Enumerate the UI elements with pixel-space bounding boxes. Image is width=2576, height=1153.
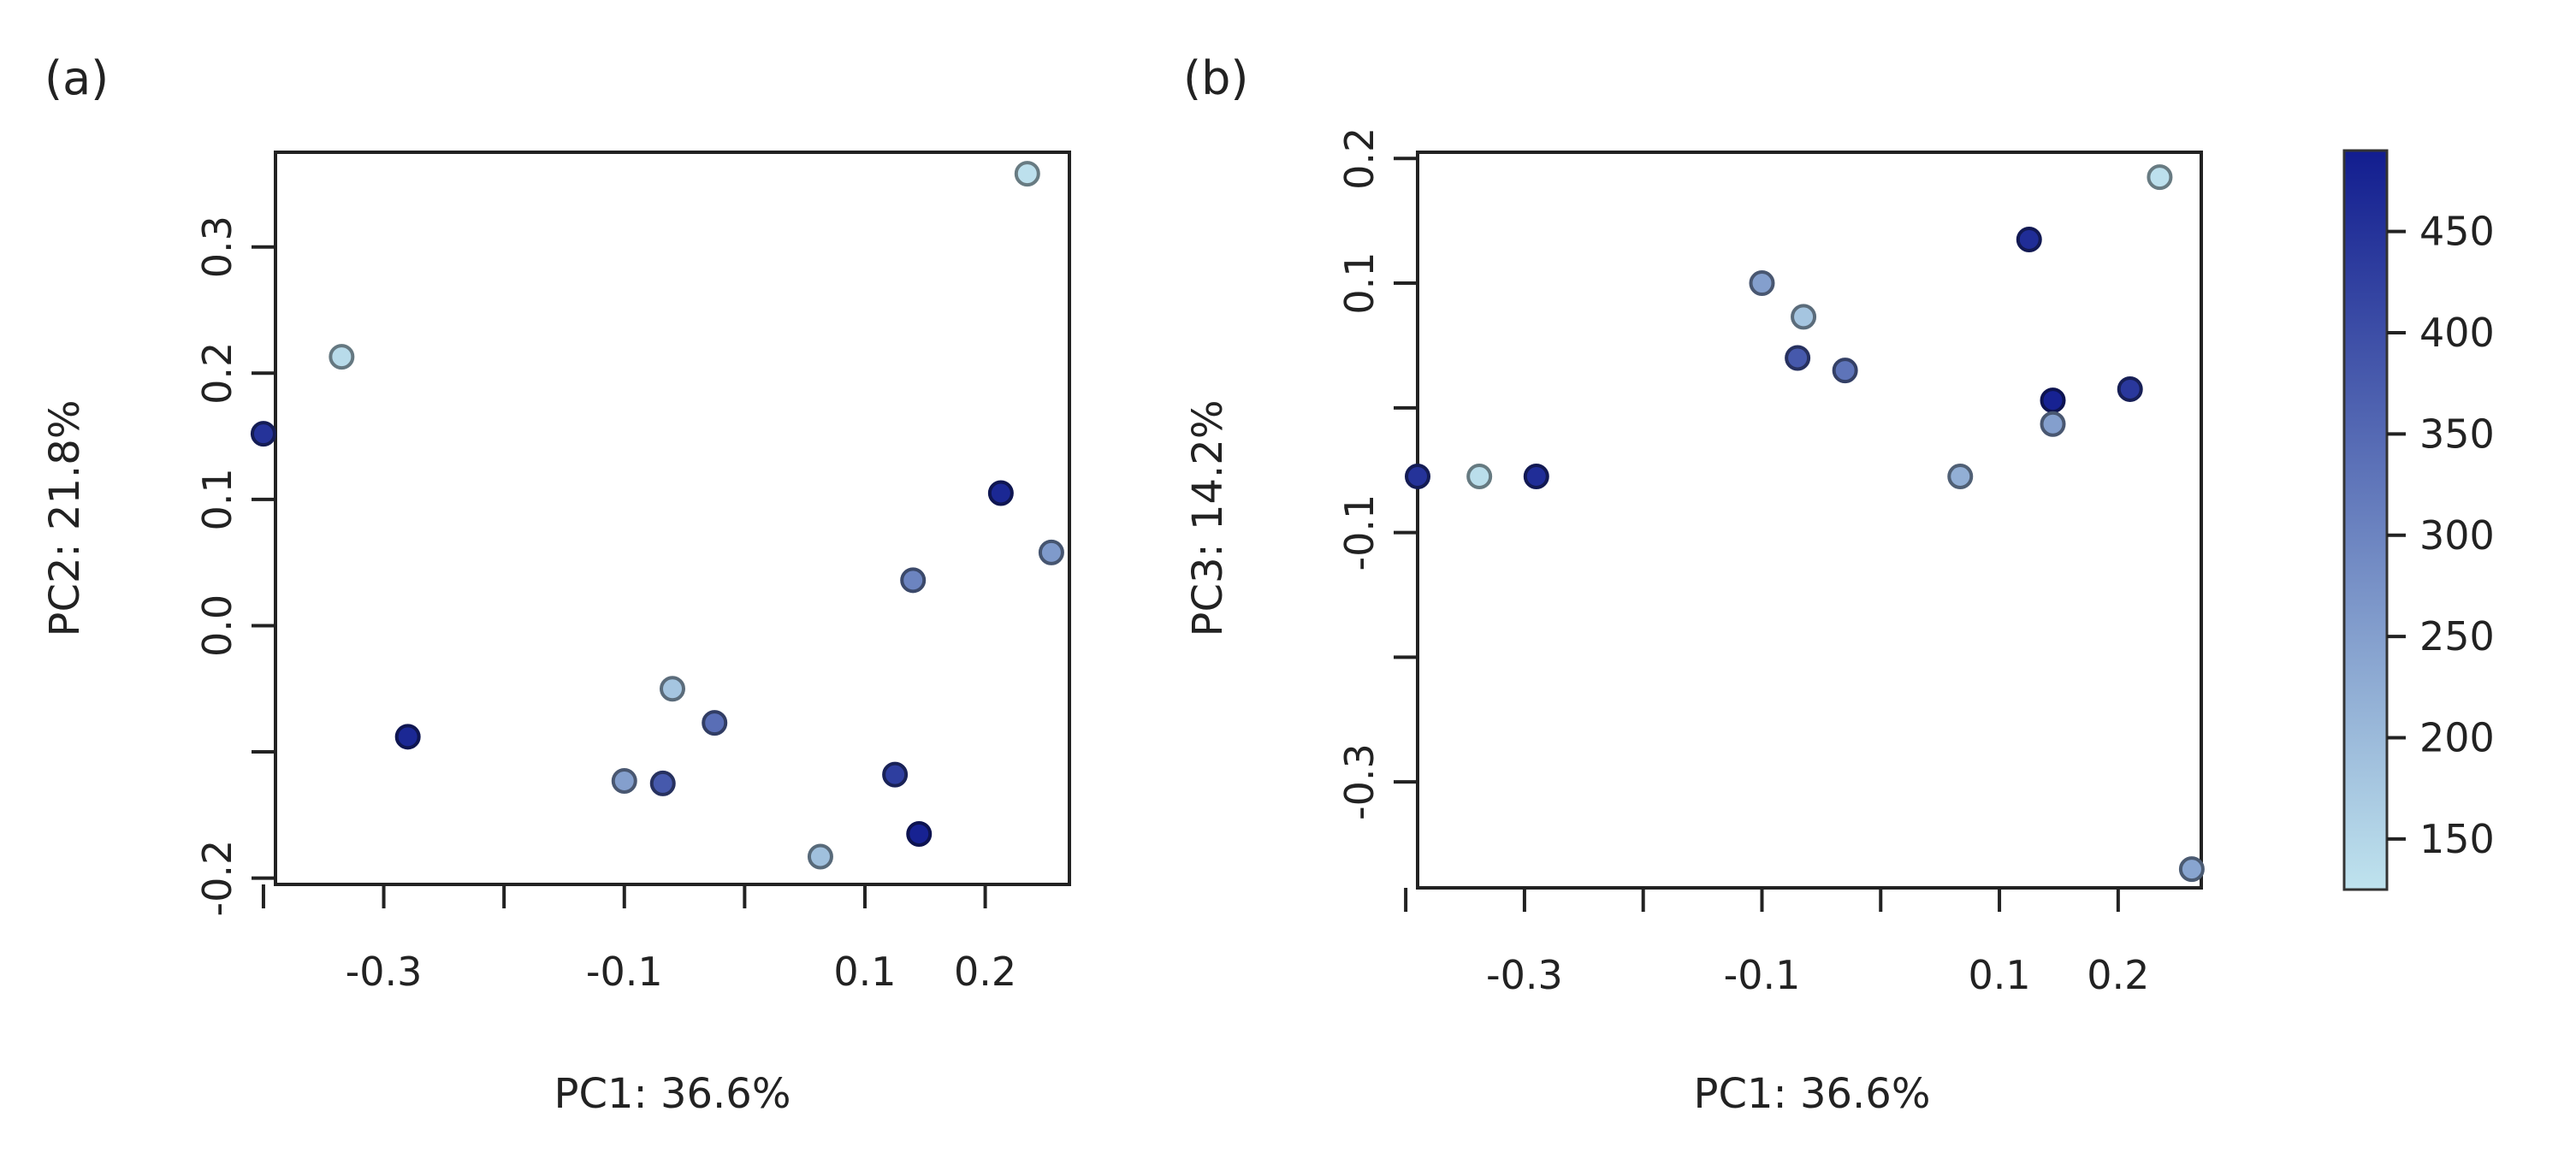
scatter-point — [2117, 375, 2143, 402]
scatter-point — [1523, 463, 1549, 489]
scatter-point — [329, 344, 355, 370]
colorbar: 150 200 250 300 350 400 450 — [2342, 149, 2495, 891]
scatter-point — [1791, 304, 1817, 330]
y-axis-a: -0.2 0.0 0.1 0.2 0.3 — [194, 216, 275, 917]
panel-label-a: (a) — [44, 51, 109, 105]
y-tick-label: 0.2 — [194, 342, 240, 405]
colorbar-tick-label: 250 — [2419, 613, 2495, 659]
panel-b: (b) -0.3 -0.1 0.1 0.2 -0.3 -0.1 0.1 0.2 PC1: 3… — [1183, 51, 2205, 1118]
colorbar-gradient — [2342, 149, 2389, 891]
scatter-point — [611, 767, 637, 794]
scatter-point — [2147, 164, 2173, 191]
scatter-point — [807, 843, 833, 870]
scatter-point — [1832, 358, 1858, 384]
colorbar-tick-label: 400 — [2419, 310, 2495, 356]
scatter-point — [660, 676, 685, 702]
scatter-point — [906, 820, 933, 847]
x-tick-label: -0.3 — [1486, 952, 1563, 998]
x-axis-a: -0.3 -0.1 0.1 0.2 — [261, 884, 1016, 995]
scatter-point — [2040, 387, 2066, 414]
y-tick-label: 0.2 — [1336, 127, 1383, 190]
panel-a: (a) -0.3 -0.1 0.1 0.2 -0.2 0.0 0.1 0.2 0.3 PC1:… — [41, 51, 1071, 1118]
x-tick-label: 0.2 — [2087, 952, 2149, 998]
y-tick-label: -0.3 — [1336, 743, 1383, 820]
scatter-point — [394, 724, 421, 750]
scatter-points-b — [1405, 164, 2205, 883]
scatter-point — [1466, 463, 1493, 489]
x-tick-label: -0.1 — [1724, 952, 1801, 998]
y-axis-title-b: PC3: 14.2% — [1184, 400, 1232, 637]
scatter-point — [649, 770, 676, 796]
x-tick-label: -0.3 — [346, 949, 423, 995]
panel-label-b: (b) — [1183, 51, 1248, 105]
scatter-point — [1038, 539, 1064, 565]
y-tick-label: 0.1 — [194, 468, 240, 530]
y-axis-b: -0.3 -0.1 0.1 0.2 — [1336, 127, 1418, 820]
scatter-point — [987, 480, 1014, 506]
x-tick-label: 0.1 — [833, 949, 896, 995]
x-tick-label: -0.1 — [586, 949, 663, 995]
x-tick-label: 0.1 — [1968, 952, 2030, 998]
x-axis-title-a: PC1: 36.6% — [554, 1070, 791, 1118]
scatter-point — [1014, 161, 1040, 187]
y-tick-label: 0.1 — [1336, 251, 1383, 314]
colorbar-tick-label: 300 — [2419, 512, 2495, 559]
plot-frame-b — [1416, 151, 2203, 890]
scatter-point — [1785, 345, 1811, 371]
plot-frame-a — [274, 151, 1071, 886]
y-tick-label: -0.2 — [194, 840, 240, 917]
scatter-point — [882, 761, 909, 788]
y-tick-label: -0.1 — [1336, 494, 1383, 571]
scatter-point — [1405, 463, 1430, 489]
y-tick-label: 0.3 — [194, 216, 240, 278]
scatter-point — [2016, 227, 2042, 253]
scatter-point — [1749, 270, 1775, 297]
colorbar-tick-label: 350 — [2419, 411, 2495, 457]
colorbar-tick-label: 450 — [2419, 209, 2495, 255]
scatter-point — [900, 567, 927, 594]
scatter-points-a — [250, 161, 1064, 870]
y-axis-title-a: PC2: 21.8% — [41, 400, 89, 637]
colorbar-ticks: 150 200 250 300 350 400 450 — [2387, 209, 2495, 862]
x-tick-label: 0.2 — [954, 949, 1016, 995]
colorbar-tick-label: 200 — [2419, 714, 2495, 760]
x-axis-b: -0.3 -0.1 0.1 0.2 — [1404, 888, 2149, 998]
scatter-point — [702, 710, 728, 736]
colorbar-tick-label: 150 — [2419, 816, 2495, 862]
y-tick-label: 0.0 — [194, 594, 240, 657]
scatter-point — [250, 421, 276, 447]
scatter-point — [2178, 856, 2205, 883]
scatter-point — [1947, 463, 1974, 489]
scatter-point — [2040, 411, 2066, 437]
x-axis-title-b: PC1: 36.6% — [1694, 1070, 1931, 1118]
